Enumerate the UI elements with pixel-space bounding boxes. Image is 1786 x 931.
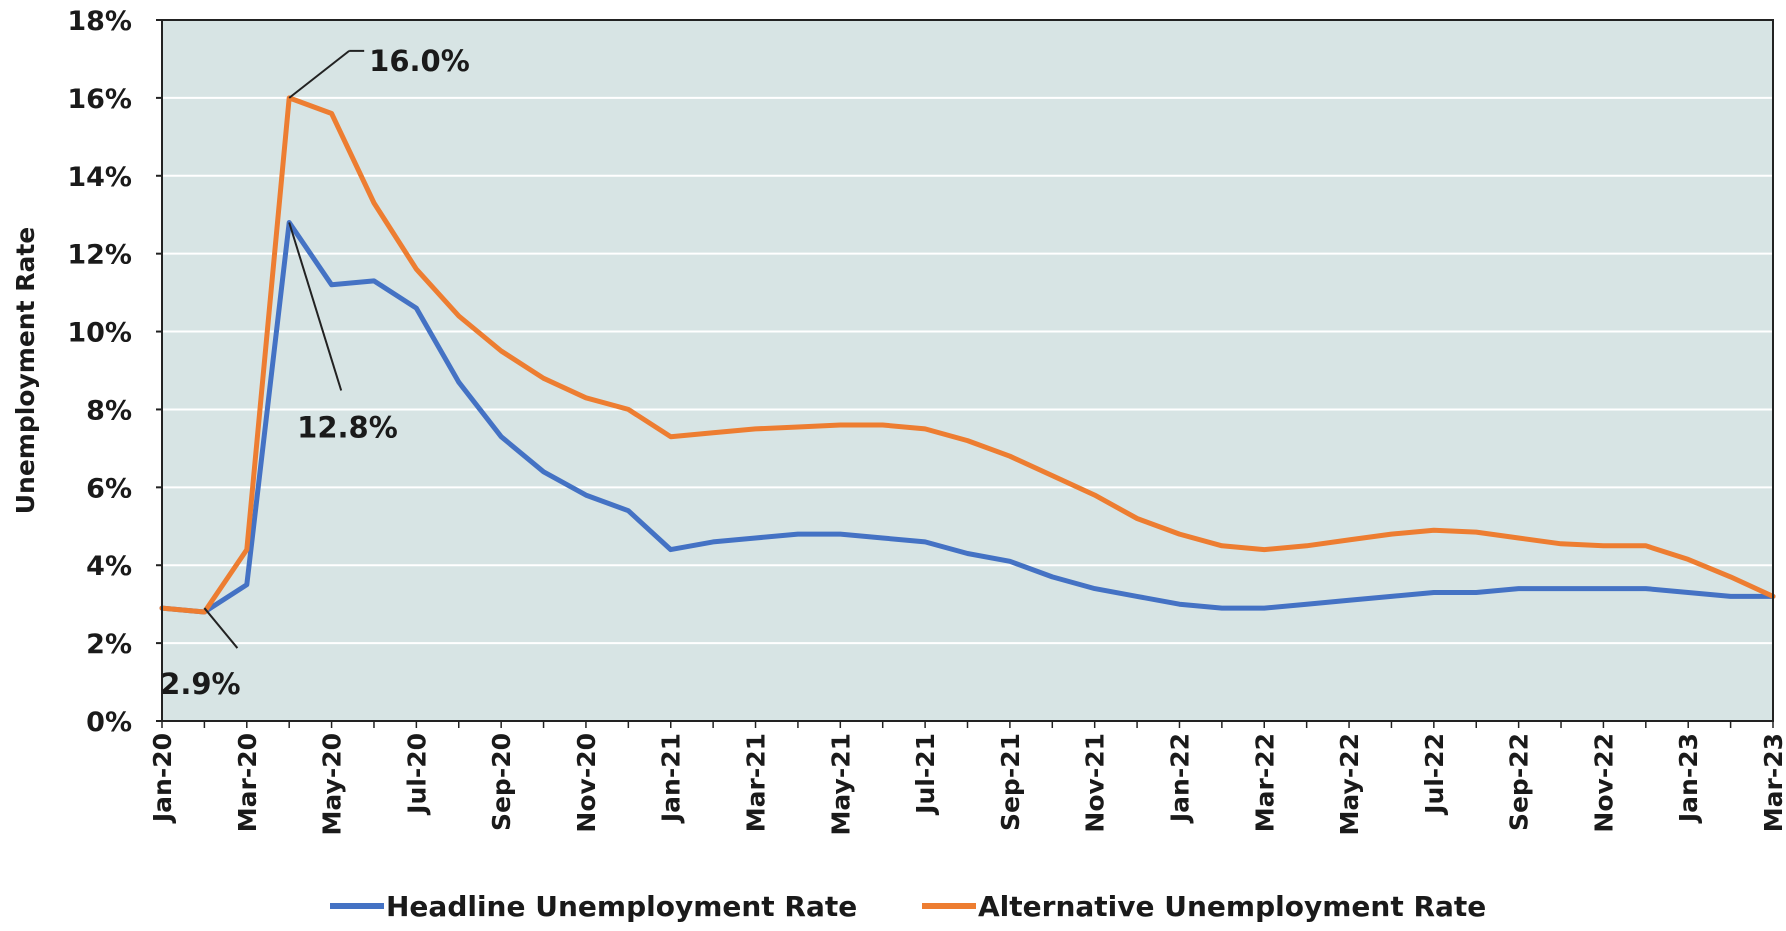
x-tick-label: Sep-20 [487, 733, 516, 831]
x-tick-label: Jan-20 [148, 733, 177, 824]
x-tick-label: Jan-22 [1165, 733, 1194, 824]
y-tick-label: 14% [67, 162, 132, 193]
y-tick-label: 16% [67, 84, 132, 115]
y-axis-label: Unemployment Rate [11, 227, 40, 515]
annotation-leader-line [288, 222, 343, 391]
y-tick-label: 0% [86, 707, 132, 738]
x-tick-label: Mar-20 [233, 733, 262, 832]
legend-label: Alternative Unemployment Rate [978, 890, 1486, 923]
y-tick-label: 4% [86, 551, 132, 582]
y-tick-label: 12% [67, 240, 132, 271]
x-tick-label: Mar-23 [1759, 733, 1786, 832]
legend: Headline Unemployment Rate Alternative Un… [330, 890, 1486, 923]
annotation-leader-line [288, 50, 350, 99]
x-tick-label: Jul-21 [911, 733, 940, 816]
x-tick-label: May-22 [1335, 733, 1364, 835]
y-tick-label: 18% [67, 6, 132, 37]
x-tick-label: Nov-21 [1081, 733, 1110, 833]
y-tick-label: 6% [86, 473, 132, 504]
x-tick-label: Sep-22 [1505, 733, 1534, 831]
x-tick-label: May-21 [826, 733, 855, 835]
x-tick-label: Jul-20 [402, 733, 431, 816]
series-lines [159, 95, 1776, 615]
x-tick-label: Nov-22 [1589, 733, 1618, 833]
annotation-label: 2.9% [160, 667, 240, 701]
x-axis-ticks: Jan-20 Mar-20 May-20 Jul-20 Sep-20 Nov-20 Jan-… [148, 721, 1786, 835]
y-axis-ticks: 0% 2% 4% 6% 8% 10% 12% 14% 16% 18% [67, 6, 162, 738]
plot-background [162, 20, 1773, 721]
annotation-label: 16.0% [369, 44, 470, 78]
y-tick-label: 8% [86, 395, 132, 426]
x-tick-label: Mar-22 [1250, 733, 1279, 832]
plot-border [161, 19, 1774, 722]
x-tick-label: Mar-21 [742, 733, 771, 832]
x-tick-label: Jul-22 [1420, 733, 1449, 816]
annotation-leader-line [203, 607, 239, 649]
x-tick-label: Jan-21 [657, 733, 686, 824]
x-tick-label: May-20 [318, 733, 347, 835]
x-tick-label: Jan-23 [1674, 733, 1703, 824]
x-tick-label: Sep-21 [996, 733, 1025, 831]
x-tick-label: Nov-20 [572, 733, 601, 833]
annotations: 16.0% 12.8% 2.9% [160, 44, 470, 701]
y-tick-label: 10% [67, 318, 132, 349]
y-tick-label: 2% [86, 629, 132, 660]
legend-label: Headline Unemployment Rate [386, 890, 857, 923]
series-line [159, 220, 1776, 615]
series-line [159, 95, 1776, 615]
annotation-label: 12.8% [297, 411, 398, 445]
